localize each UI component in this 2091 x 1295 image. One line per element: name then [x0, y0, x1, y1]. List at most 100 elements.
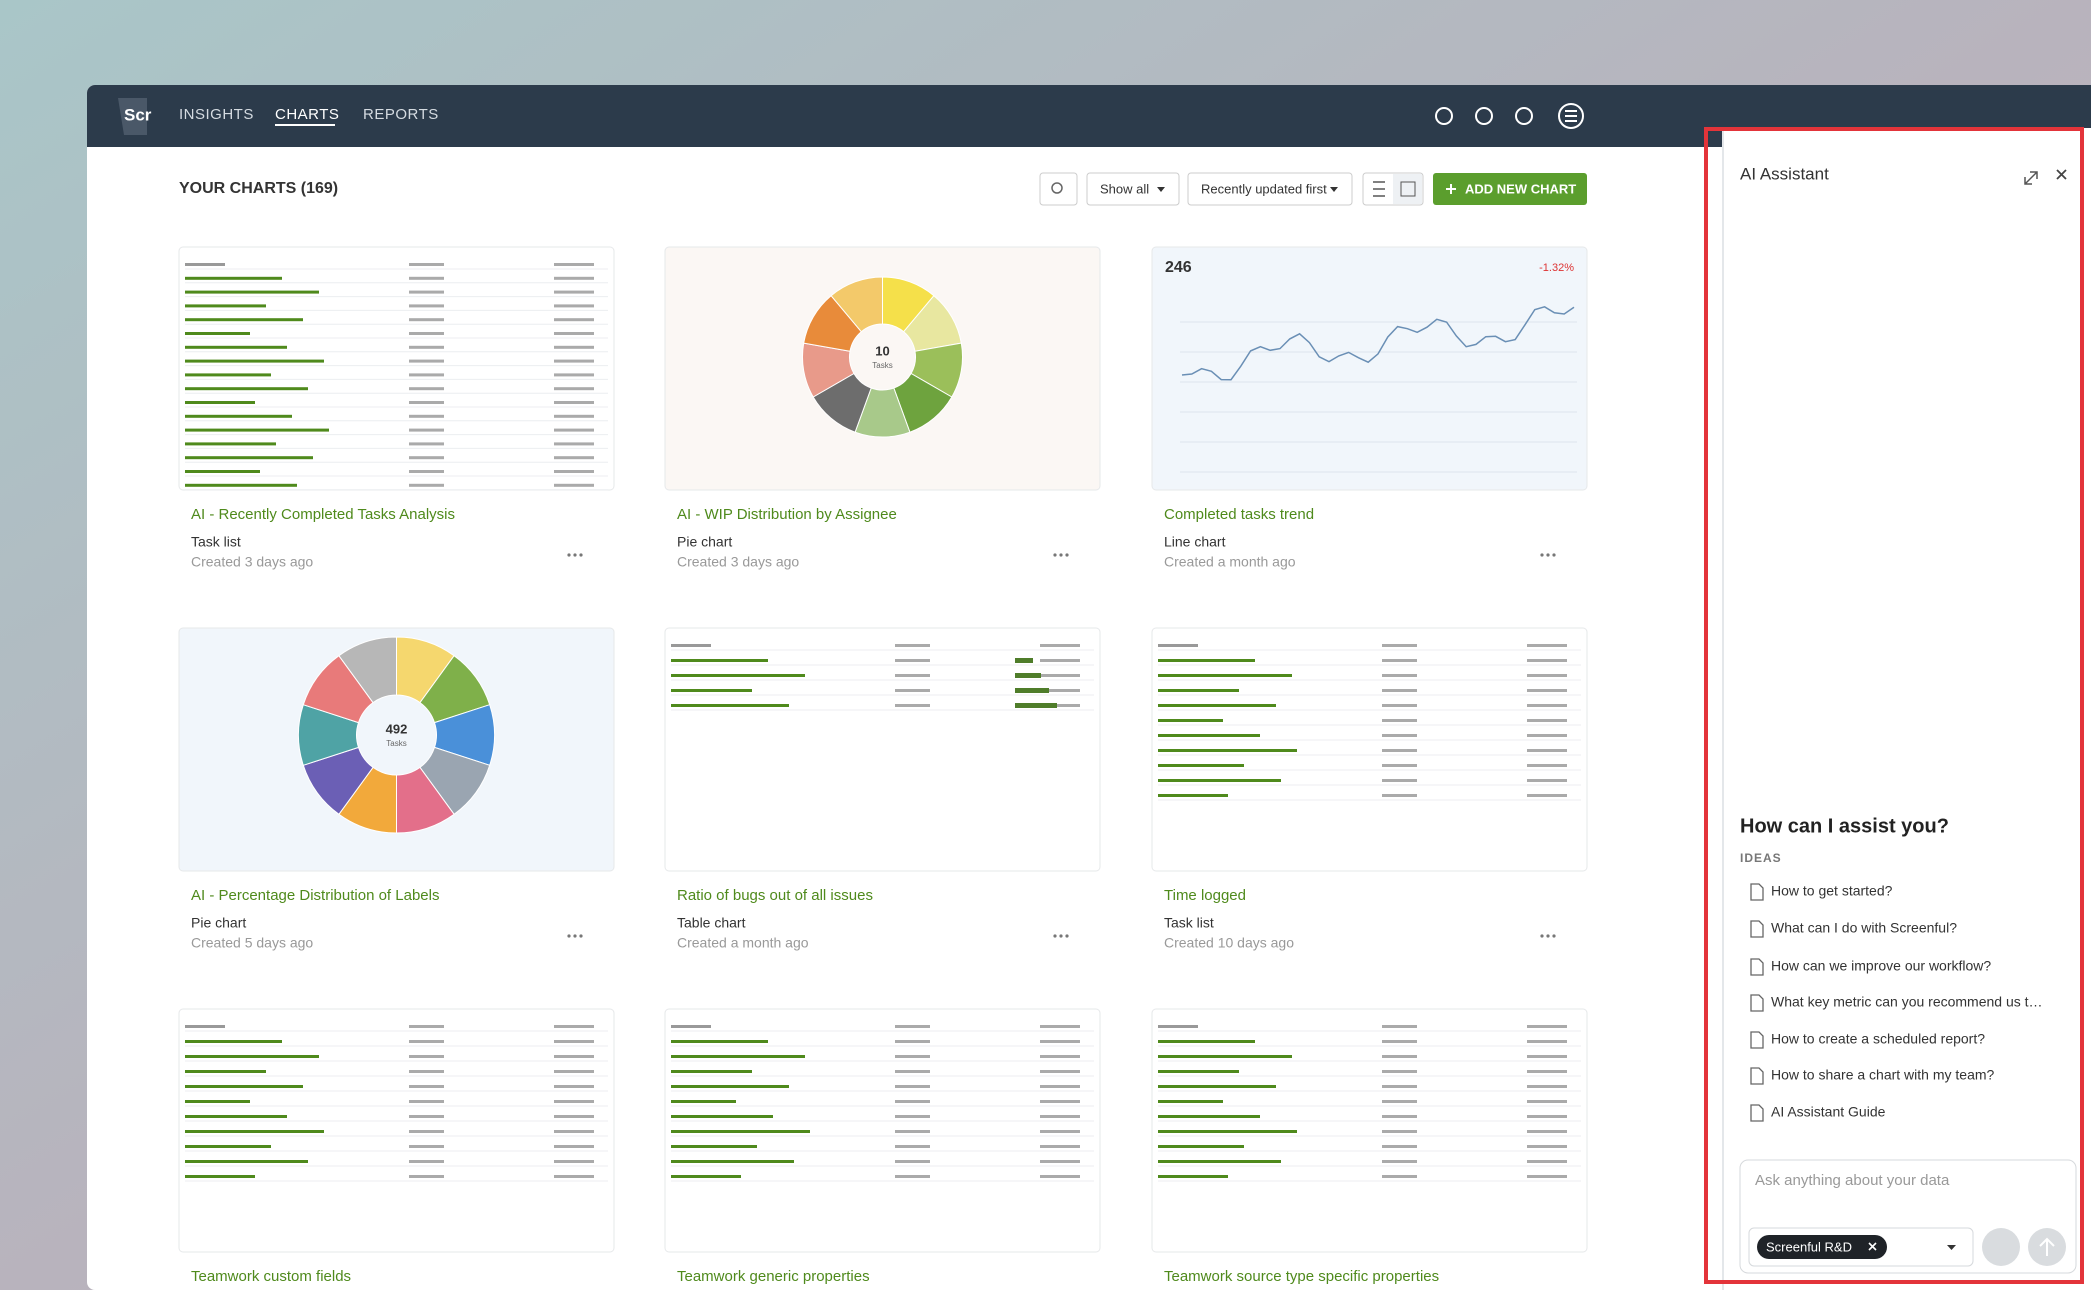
- assistant-title: AI Assistant: [1740, 164, 1829, 183]
- thumb-text: [185, 1145, 271, 1148]
- card-menu-dot[interactable]: [1540, 553, 1544, 557]
- thumb-text: [185, 276, 282, 280]
- thumb-text: [1040, 644, 1080, 647]
- thumb-text: [409, 428, 444, 432]
- nav-icon[interactable]: [1435, 107, 1453, 125]
- close-icon[interactable]: [2056, 169, 2067, 180]
- card-thumbnail[interactable]: [178, 627, 615, 872]
- nav-icon[interactable]: [1515, 107, 1533, 125]
- card-menu-dot[interactable]: [567, 934, 571, 938]
- thumb-text: [185, 373, 271, 377]
- thumb-text: [185, 387, 308, 391]
- thumb-text: [409, 263, 444, 266]
- card-thumbnail[interactable]: [664, 246, 1101, 491]
- nav-item[interactable]: INSIGHTS: [179, 106, 254, 123]
- thumb-text: [1382, 749, 1417, 752]
- thumb-text: [1382, 1175, 1417, 1178]
- thumb-text: [409, 401, 444, 404]
- card-title[interactable]: AI - Recently Completed Tasks Analysis: [191, 506, 455, 523]
- idea-item[interactable]: What can I do with Screenful?: [1771, 920, 1957, 936]
- card-menu-dot[interactable]: [579, 934, 583, 938]
- add-button[interactable]: [1433, 173, 1587, 205]
- card-menu-dot[interactable]: [567, 553, 571, 557]
- expand-icon[interactable]: [2024, 171, 2038, 185]
- card-menu-dot[interactable]: [1053, 934, 1057, 938]
- card-menu-dot[interactable]: [1059, 553, 1063, 557]
- card-menu-dot[interactable]: [1053, 553, 1057, 557]
- nav-icon[interactable]: [1475, 107, 1493, 125]
- card-thumbnail[interactable]: [1151, 1008, 1588, 1253]
- idea-icon: [1750, 1104, 1764, 1122]
- card-menu-dot[interactable]: [579, 553, 583, 557]
- card-title[interactable]: Ratio of bugs out of all issues: [677, 887, 873, 904]
- nav-item[interactable]: CHARTS: [275, 106, 339, 123]
- thumb-text: [554, 373, 594, 377]
- card-menu-dot[interactable]: [573, 553, 577, 557]
- thumb-text: [1040, 1115, 1080, 1118]
- card-title[interactable]: Time logged: [1164, 887, 1246, 904]
- nav-item[interactable]: REPORTS: [363, 106, 439, 123]
- idea-item[interactable]: AI Assistant Guide: [1771, 1104, 1886, 1120]
- idea-item[interactable]: How to create a scheduled report?: [1771, 1031, 1985, 1047]
- card-thumbnail[interactable]: [1151, 246, 1588, 491]
- search-button[interactable]: [1039, 172, 1078, 206]
- card-menu-dot[interactable]: [1065, 553, 1069, 557]
- card-thumbnail[interactable]: [178, 1008, 615, 1253]
- thumb-text: [895, 1175, 930, 1178]
- thumb-text: [895, 1100, 930, 1103]
- idea-icon: [1750, 920, 1764, 938]
- thumb-text: [554, 1085, 594, 1088]
- thumb-text: [1382, 779, 1417, 782]
- idea-item[interactable]: How to share a chart with my team?: [1771, 1067, 1995, 1083]
- thumb-text: [1382, 674, 1417, 677]
- thumb-text: [409, 1085, 444, 1088]
- thumb-text: [1527, 779, 1567, 782]
- thumb-text: [409, 470, 444, 473]
- menu-icon[interactable]: [1558, 103, 1584, 129]
- card-menu-dot[interactable]: [1552, 934, 1556, 938]
- card-menu-dot[interactable]: [573, 934, 577, 938]
- card-title[interactable]: Teamwork custom fields: [191, 1268, 351, 1285]
- thumb-text: [409, 1070, 444, 1073]
- card-type: Table chart: [677, 915, 746, 931]
- filter-dropdown[interactable]: [1086, 172, 1180, 206]
- card-thumbnail[interactable]: [664, 627, 1101, 872]
- thumb-text: [409, 332, 444, 335]
- card-type: Pie chart: [677, 534, 732, 550]
- logo-shape: [118, 98, 147, 135]
- card-title[interactable]: Teamwork source type specific properties: [1164, 1268, 1439, 1285]
- card-title[interactable]: AI - WIP Distribution by Assignee: [677, 506, 897, 523]
- idea-icon: [1750, 994, 1764, 1012]
- card-menu-dot[interactable]: [1065, 934, 1069, 938]
- card-thumbnail[interactable]: [1151, 627, 1588, 872]
- thumb-text: [895, 1025, 930, 1028]
- chip-remove[interactable]: [1868, 1242, 1877, 1251]
- card-title[interactable]: Teamwork generic properties: [677, 1268, 870, 1285]
- thumb-text: [554, 470, 594, 473]
- thumb-text: [1040, 1175, 1080, 1178]
- sort-dropdown[interactable]: [1187, 172, 1353, 206]
- thumb-text: [671, 1025, 711, 1028]
- card-menu-dot[interactable]: [1546, 934, 1550, 938]
- magic-button[interactable]: [1982, 1228, 2020, 1266]
- source-chip[interactable]: [1757, 1235, 1887, 1259]
- thumb-text: [1158, 1085, 1276, 1088]
- card-menu-dot[interactable]: [1552, 553, 1556, 557]
- idea-icon: [1750, 1067, 1764, 1085]
- logo[interactable]: Scr: [124, 105, 152, 124]
- idea-item[interactable]: What key metric can you recommend us t…: [1771, 994, 2043, 1010]
- thumb-text: [554, 359, 594, 363]
- grid-icon: [1400, 181, 1416, 197]
- thumb-text: [895, 1130, 930, 1133]
- card-menu-dot[interactable]: [1546, 553, 1550, 557]
- thumb-text: [1158, 1070, 1239, 1073]
- card-title[interactable]: AI - Percentage Distribution of Labels: [191, 887, 439, 904]
- idea-item[interactable]: How can we improve our workflow?: [1771, 958, 1991, 974]
- card-menu-dot[interactable]: [1059, 934, 1063, 938]
- card-thumbnail[interactable]: [178, 246, 615, 491]
- card-thumbnail[interactable]: [664, 1008, 1101, 1253]
- thumb-text: [1040, 1100, 1080, 1103]
- idea-item[interactable]: How to get started?: [1771, 883, 1893, 899]
- card-title[interactable]: Completed tasks trend: [1164, 506, 1314, 523]
- card-menu-dot[interactable]: [1540, 934, 1544, 938]
